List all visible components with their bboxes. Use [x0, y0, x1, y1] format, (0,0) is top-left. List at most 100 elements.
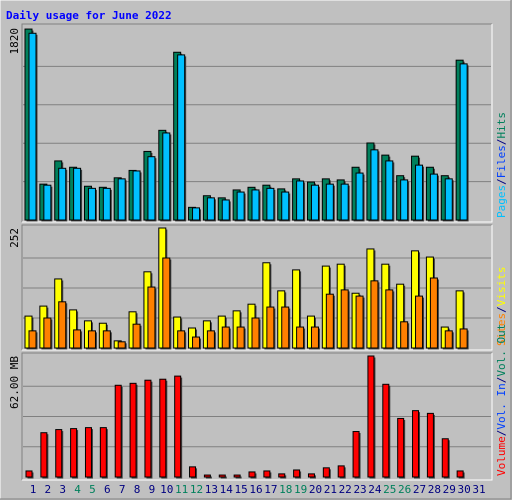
panel-bevel [21, 352, 492, 480]
bar [385, 289, 394, 349]
x-tick-label: 9 [149, 483, 156, 496]
bar [129, 382, 137, 478]
bar [340, 183, 349, 221]
panel-bevel [22, 24, 493, 223]
bar [28, 330, 37, 349]
bar [415, 164, 424, 221]
x-tick-label: 15 [235, 483, 248, 496]
bar [43, 317, 52, 349]
panel-bevel [21, 23, 492, 222]
bar [58, 301, 67, 349]
bar [70, 428, 78, 478]
bar [73, 329, 82, 349]
legend: Sites/Visits [495, 267, 508, 347]
x-tick-label: 4 [74, 483, 81, 496]
legend-entry: / [495, 377, 508, 384]
bar [397, 417, 405, 478]
x-tick-label: 3 [59, 483, 66, 496]
legend-entry: Sites [495, 313, 508, 346]
bar [203, 474, 211, 478]
bar [429, 277, 438, 349]
bar [87, 330, 96, 349]
bar [177, 330, 186, 349]
x-tick-label: 29 [443, 483, 456, 496]
bar [206, 330, 215, 349]
bar [25, 470, 33, 478]
bar [352, 431, 360, 478]
x-tick-label: 12 [190, 483, 203, 496]
bar [340, 289, 349, 349]
bar [177, 54, 186, 221]
legend-entry: / [495, 430, 508, 437]
bar [144, 379, 152, 478]
bar [192, 336, 201, 349]
bar [192, 207, 201, 221]
x-tick-label: 26 [398, 483, 411, 496]
legend-entry: Volume [495, 436, 508, 476]
y-tick-label: 62.00 MB [8, 356, 21, 409]
bar [162, 132, 171, 221]
panel-bevel [22, 225, 493, 351]
y-tick-label: 252 [8, 228, 21, 248]
x-tick-label: 20 [309, 483, 322, 496]
bar [400, 321, 409, 349]
bar [355, 295, 364, 349]
bar [58, 167, 67, 221]
bar [147, 156, 156, 221]
legend: Volume/Vol. In/Vol. Out [495, 324, 508, 476]
legend-entry: Visits [495, 267, 508, 307]
bar [385, 160, 394, 221]
bar [296, 180, 305, 221]
legend-entry: Pages [495, 185, 508, 218]
x-tick-label: 25 [383, 483, 396, 496]
bar [55, 429, 63, 478]
bar [132, 170, 141, 221]
bar [325, 293, 334, 349]
bar [73, 167, 82, 221]
bar [444, 330, 453, 349]
bar [456, 470, 464, 478]
bar [28, 32, 37, 221]
x-tick-label: 19 [294, 483, 307, 496]
x-tick-label: 16 [249, 483, 262, 496]
legend-entry: / [495, 178, 508, 185]
x-tick-label: 13 [205, 483, 218, 496]
legend-entry: / [495, 306, 508, 313]
x-tick-label: 24 [368, 483, 382, 496]
bar [444, 178, 453, 221]
x-tick-label: 14 [220, 483, 234, 496]
bar [117, 178, 126, 221]
legend-entry: Vol. In [495, 383, 508, 429]
bar [310, 326, 319, 349]
x-tick-label: 22 [339, 483, 352, 496]
x-tick-label: 6 [104, 483, 111, 496]
bar [281, 306, 290, 349]
x-tick-label: 2 [45, 483, 52, 496]
legend: Pages/Files/Hits [495, 112, 508, 218]
x-tick-label: 5 [89, 483, 96, 496]
x-tick-label: 17 [264, 483, 277, 496]
x-tick-label: 23 [353, 483, 366, 496]
x-tick-label: 7 [119, 483, 126, 496]
x-tick-label: 28 [428, 483, 441, 496]
bar [429, 173, 438, 221]
bar [159, 378, 167, 478]
bar [370, 149, 379, 221]
bar [221, 326, 230, 349]
legend-entry: Files [495, 145, 508, 178]
legend-entry: Vol. Out [495, 324, 508, 377]
bar [337, 465, 345, 478]
bar [307, 473, 315, 478]
bar [266, 306, 275, 349]
x-tick-label: 18 [279, 483, 292, 496]
bar [293, 469, 301, 478]
x-tick-label: 27 [413, 483, 426, 496]
x-tick-label: 11 [175, 483, 188, 496]
bar [84, 427, 92, 478]
bar [147, 286, 156, 349]
bar-shadow [205, 476, 212, 479]
x-tick-label: 31 [472, 483, 485, 496]
x-tick-label: 8 [134, 483, 141, 496]
